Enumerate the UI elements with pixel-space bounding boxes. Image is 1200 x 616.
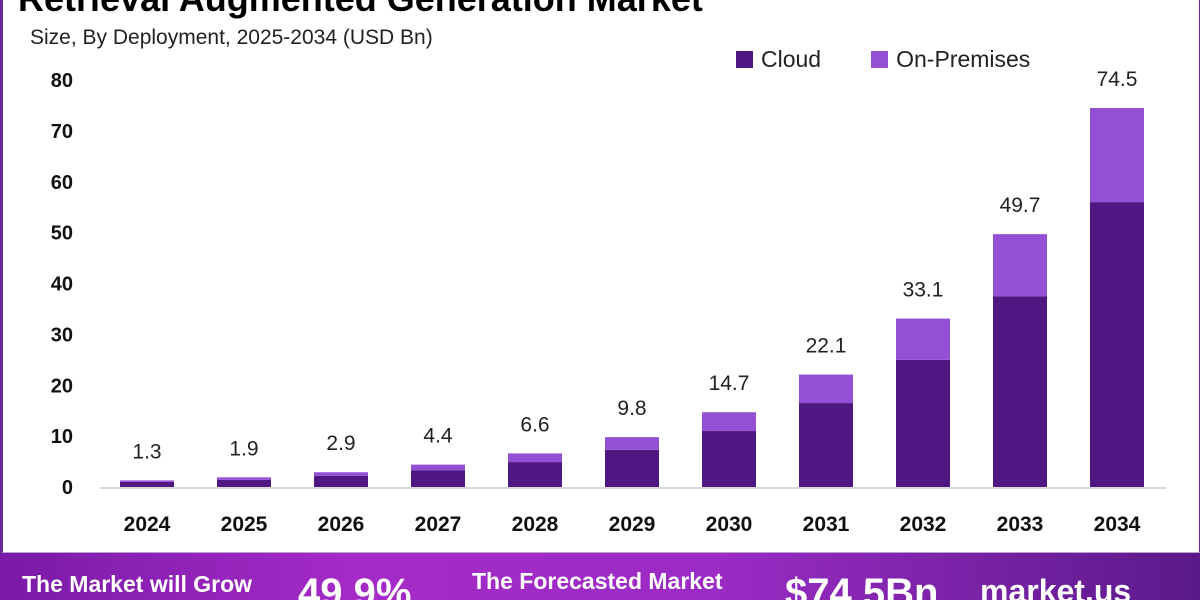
data-label: 1.3 (132, 440, 161, 463)
bar-cloud-2033 (993, 296, 1047, 487)
bar-on-premises-2030 (702, 412, 756, 432)
chart-title: Retrieval Augmented Generation Market (18, 0, 703, 20)
footer-banner: The Market will Grow 49.9% The Forecaste… (0, 553, 1200, 615)
data-label: 22.1 (806, 335, 847, 358)
data-label: 9.8 (617, 397, 646, 420)
y-tick-label: 60 (51, 172, 73, 194)
bar-on-premises-2027 (411, 464, 465, 471)
legend: Cloud On-Premises (736, 46, 1030, 73)
bar-on-premises-2031 (799, 374, 853, 404)
legend-swatch-on-premises (871, 51, 889, 68)
legend-swatch-cloud (736, 51, 753, 68)
grow-label: The Market will Grow (22, 571, 253, 597)
bar-cloud-2032 (896, 359, 950, 487)
x-tick-label: 2026 (318, 513, 365, 536)
brand-logo: market.us (980, 573, 1132, 609)
x-tick-label: 2030 (706, 513, 753, 536)
legend-label: Cloud (761, 46, 822, 72)
x-tick-label: 2034 (1094, 513, 1141, 536)
y-tick-label: 80 (51, 70, 73, 92)
legend-item-cloud: Cloud (736, 46, 821, 73)
data-label: 74.5 (1097, 68, 1138, 91)
bar-cloud-2031 (799, 403, 853, 487)
bar-on-premises-2029 (605, 437, 659, 450)
bar-cloud-2024 (120, 481, 174, 487)
bar-cloud-2025 (217, 479, 271, 487)
x-tick-label: 2033 (997, 513, 1044, 536)
bar-on-premises-2024 (120, 480, 174, 482)
bar-on-premises-2025 (217, 477, 271, 480)
bar-on-premises-2032 (896, 318, 950, 360)
data-label: 49.7 (1000, 194, 1041, 217)
x-tick-label: 2029 (609, 513, 656, 536)
forecast-value: $74.5Bn (785, 571, 939, 615)
bar-chart: 010203040506070801.320241.920252.920264.… (51, 68, 1166, 536)
x-tick-label: 2024 (124, 513, 171, 536)
bar-cloud-2034 (1090, 202, 1144, 487)
chart-subtitle: Size, By Deployment, 2025-2034 (USD Bn) (30, 26, 433, 49)
data-label: 14.7 (709, 372, 750, 395)
bar-cloud-2030 (702, 431, 756, 487)
bar-on-premises-2034 (1090, 107, 1144, 203)
y-tick-label: 70 (51, 121, 73, 143)
y-tick-label: 20 (51, 375, 73, 397)
legend-item-on-premises: On-Premises (871, 46, 1030, 73)
x-tick-label: 2025 (221, 513, 268, 536)
bar-cloud-2029 (605, 449, 659, 487)
bar-on-premises-2028 (508, 453, 562, 463)
forecast-label: The Forecasted Market (472, 568, 723, 594)
x-tick-label: 2031 (803, 513, 850, 536)
y-tick-label: 50 (51, 223, 73, 245)
bar-on-premises-2026 (314, 472, 368, 476)
y-tick-label: 0 (62, 477, 73, 499)
x-tick-label: 2028 (512, 513, 559, 536)
bar-cloud-2026 (314, 475, 368, 487)
bar-cloud-2028 (508, 462, 562, 487)
data-label: 33.1 (903, 279, 944, 302)
data-label: 4.4 (423, 425, 453, 448)
bar-on-premises-2033 (993, 234, 1047, 297)
y-tick-label: 40 (51, 274, 73, 296)
y-tick-label: 30 (51, 324, 73, 346)
y-tick-label: 10 (51, 426, 73, 448)
data-label: 2.9 (326, 432, 355, 455)
legend-label: On-Premises (896, 46, 1031, 72)
x-tick-label: 2027 (415, 513, 462, 536)
data-label: 1.9 (229, 437, 258, 460)
bar-cloud-2027 (411, 470, 465, 487)
cagr-value: 49.9% (298, 571, 412, 615)
data-label: 6.6 (520, 413, 549, 436)
x-tick-label: 2032 (900, 513, 947, 536)
